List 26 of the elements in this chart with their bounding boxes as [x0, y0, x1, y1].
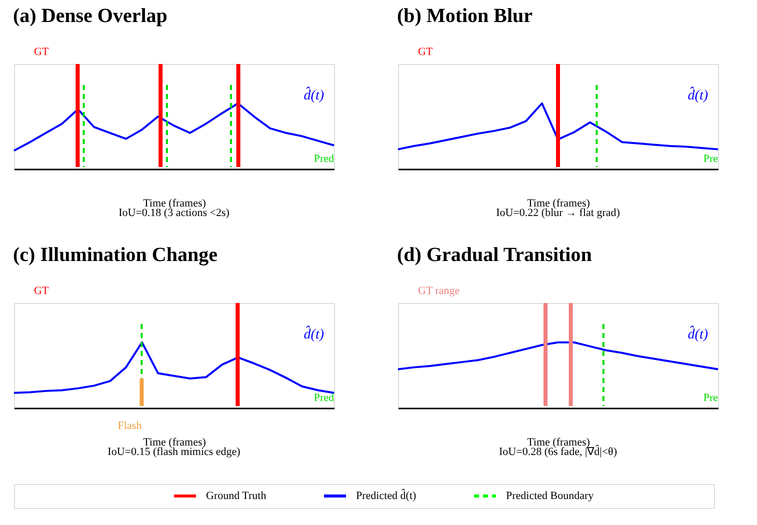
- text: IoU=0.18 (3 actions <2s): [118, 207, 230, 219]
- text: Pred: [314, 153, 334, 165]
- series-label: d̂(t): [688, 326, 708, 342]
- x-axis-title: Time (frames): [143, 436, 206, 448]
- text: Pre: [703, 153, 718, 165]
- text: Pred: [314, 392, 334, 404]
- text: d̂(t): [304, 86, 324, 104]
- text: IoU=0.15 (flash mimics edge): [108, 446, 241, 458]
- text: IoU=0.22 (blur → flat grad): [496, 207, 620, 219]
- chart-title: (a) Dense Overlap: [13, 5, 168, 27]
- chart-title: (c) Illumination Change: [13, 244, 218, 266]
- chart-title: (d) Gradual Transition: [397, 244, 592, 266]
- legend-label: Predicted d̂(t): [356, 488, 417, 502]
- legend-label: Predicted Boundary: [506, 490, 594, 502]
- text: GT: [418, 46, 433, 58]
- text: d̂(t): [688, 86, 708, 104]
- text: Pre: [703, 392, 718, 404]
- chart-title: (b) Motion Blur: [397, 5, 533, 27]
- x-axis-title: Time (frames): [527, 198, 590, 210]
- text: d̂(t): [304, 326, 324, 342]
- text: Flash: [118, 420, 142, 432]
- text: GT: [34, 46, 49, 58]
- x-axis-title: Time (frames): [143, 198, 206, 210]
- legend-label: Ground Truth: [206, 490, 267, 502]
- text: GT range: [418, 285, 460, 297]
- text: GT: [34, 285, 49, 297]
